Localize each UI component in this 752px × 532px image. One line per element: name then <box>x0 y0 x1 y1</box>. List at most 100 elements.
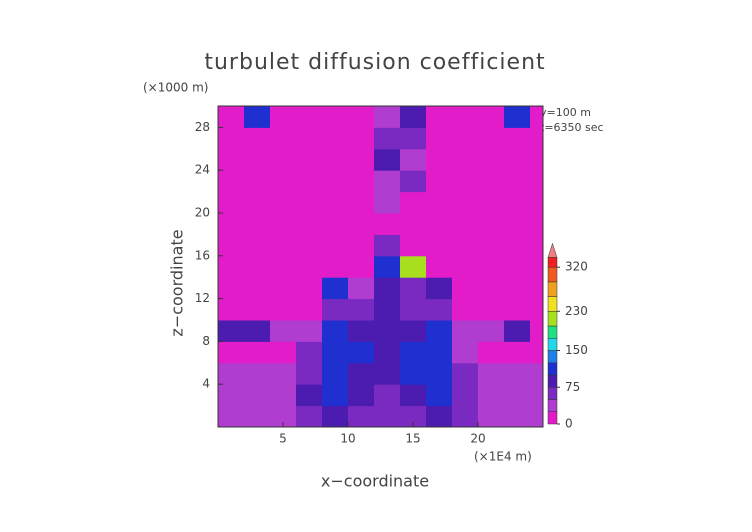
cell <box>270 405 297 427</box>
cell <box>296 191 323 214</box>
cell <box>348 298 375 321</box>
cell <box>244 213 271 235</box>
cell <box>322 320 349 342</box>
cell <box>478 298 505 321</box>
cell <box>530 405 543 427</box>
colorbar-segment <box>547 266 558 283</box>
cell <box>530 362 543 385</box>
cell <box>348 191 375 214</box>
cell <box>400 320 427 342</box>
cell <box>426 320 453 342</box>
cell <box>218 298 245 321</box>
cell <box>270 234 297 257</box>
annotation: y=100 m <box>540 106 591 119</box>
colorbar-tick-label: 150 <box>565 343 588 357</box>
cell <box>322 213 349 235</box>
cell <box>348 384 375 407</box>
cell <box>374 191 401 214</box>
cell <box>244 277 271 300</box>
cell <box>426 170 453 193</box>
cell <box>244 384 271 407</box>
cell <box>296 255 323 278</box>
cell <box>296 362 323 385</box>
cell <box>400 213 427 235</box>
cell <box>426 341 453 364</box>
cell <box>478 191 505 214</box>
x-tick-label: 20 <box>470 432 485 446</box>
cell <box>348 148 375 171</box>
cell <box>478 170 505 193</box>
colorbar-segment <box>547 257 558 268</box>
cell <box>400 106 427 128</box>
colorbar-segment <box>547 387 558 400</box>
cell <box>348 362 375 385</box>
cell <box>270 106 297 128</box>
cell <box>270 277 297 300</box>
cell <box>296 341 323 364</box>
cell <box>218 213 245 235</box>
cell <box>452 362 479 385</box>
cell <box>322 362 349 385</box>
cell <box>322 277 349 300</box>
cell <box>452 170 479 193</box>
cell <box>296 170 323 193</box>
cell <box>504 362 531 385</box>
cell <box>218 148 245 171</box>
cell <box>322 298 349 321</box>
cell <box>478 405 505 427</box>
cell <box>478 213 505 235</box>
cell <box>504 234 531 257</box>
cell <box>504 320 531 342</box>
cell <box>400 234 427 257</box>
cell <box>322 148 349 171</box>
cell <box>270 362 297 385</box>
cell <box>478 277 505 300</box>
cell <box>478 106 505 128</box>
cell <box>504 127 531 150</box>
cell <box>400 191 427 214</box>
y-tick-label: 24 <box>195 163 210 177</box>
cell <box>426 127 453 150</box>
colorbar-segment <box>547 338 558 351</box>
cell <box>374 127 401 150</box>
cell <box>478 341 505 364</box>
colorbar-segment <box>547 411 558 425</box>
y-tick-label: 28 <box>195 120 210 134</box>
cell <box>348 106 375 128</box>
cell <box>244 362 271 385</box>
cell <box>296 405 323 427</box>
cell <box>218 234 245 257</box>
cell <box>296 384 323 407</box>
cell <box>504 255 531 278</box>
cell <box>426 148 453 171</box>
cell <box>270 170 297 193</box>
cell <box>530 127 543 150</box>
colorbar-overflow <box>547 242 558 258</box>
cell <box>296 106 323 128</box>
cell <box>452 341 479 364</box>
cell <box>322 127 349 150</box>
cell <box>270 320 297 342</box>
cell <box>322 255 349 278</box>
y-tick-label: 16 <box>195 248 210 262</box>
cell <box>244 127 271 150</box>
y-tick-label: 20 <box>195 206 210 220</box>
cell <box>244 341 271 364</box>
cell <box>270 341 297 364</box>
cell <box>374 106 401 128</box>
cell <box>426 405 453 427</box>
colorbar-segment <box>547 350 558 363</box>
cell <box>374 170 401 193</box>
cell <box>530 277 543 300</box>
cell <box>244 320 271 342</box>
cell <box>374 405 401 427</box>
cell <box>374 213 401 235</box>
cell <box>374 148 401 171</box>
cell <box>530 148 543 171</box>
cell <box>504 405 531 427</box>
cell <box>452 234 479 257</box>
cell <box>296 320 323 342</box>
cell <box>452 191 479 214</box>
cell <box>296 277 323 300</box>
cell <box>400 384 427 407</box>
